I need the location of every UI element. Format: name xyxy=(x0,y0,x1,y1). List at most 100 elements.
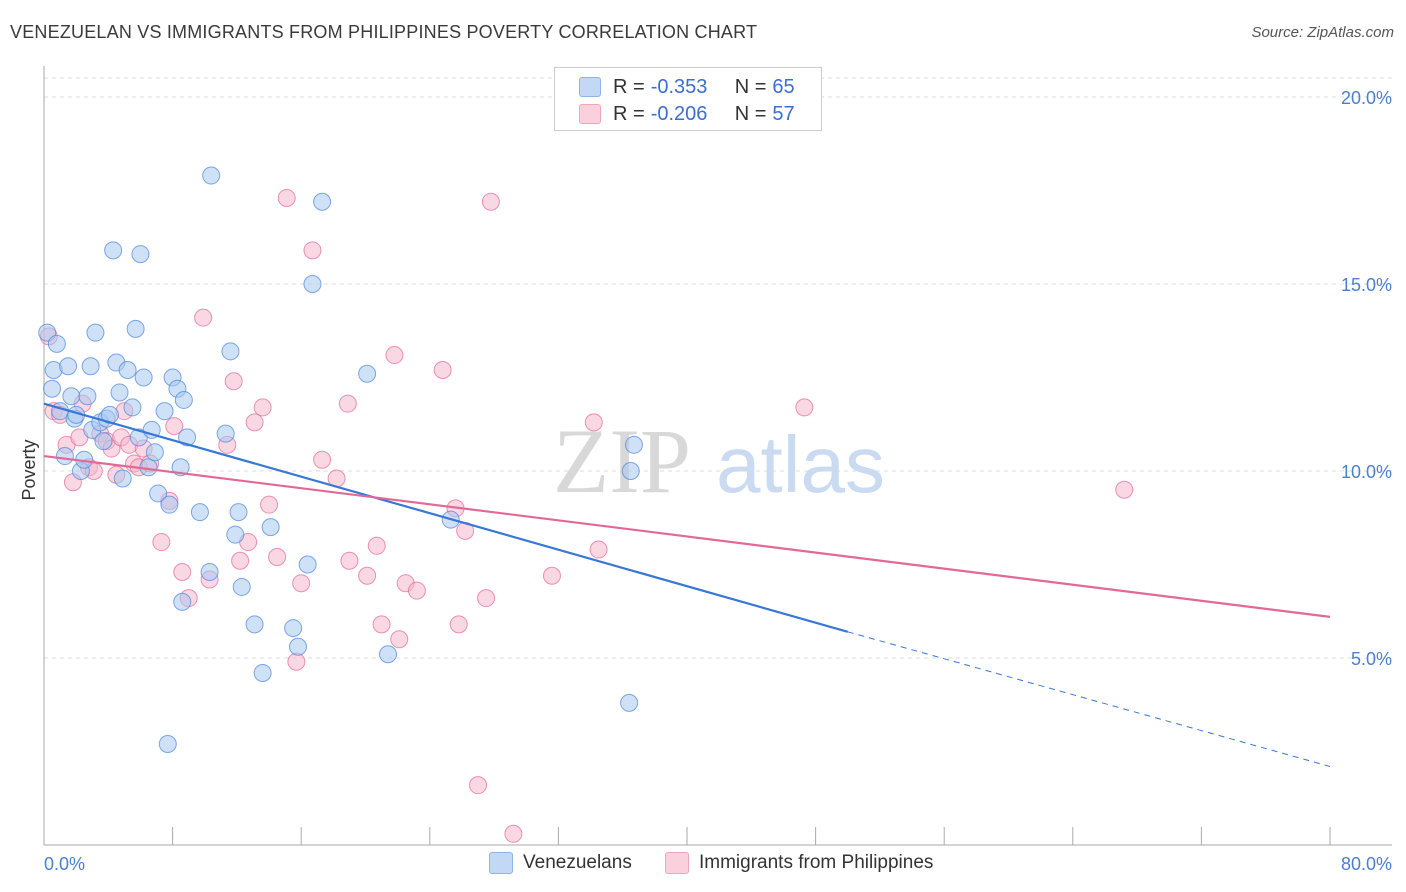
venezuelans-point xyxy=(123,398,142,417)
philippines-point xyxy=(340,551,359,570)
venezuelans-point xyxy=(134,368,153,387)
legend-swatch-pink xyxy=(665,852,689,874)
venezuelans-trend-line xyxy=(43,402,849,633)
philippines-point xyxy=(542,566,561,585)
venezuelans-point xyxy=(126,319,145,338)
series-venezuelans-points xyxy=(38,166,643,754)
source-label: Source: ZipAtlas.com xyxy=(1251,24,1394,41)
venezuelans-point xyxy=(303,275,322,293)
philippines-point xyxy=(390,630,409,649)
venezuelans-point xyxy=(253,663,272,682)
venezuelans-point xyxy=(190,503,209,522)
philippines-point xyxy=(367,536,386,555)
venezuelans-point xyxy=(298,555,317,574)
y-tick-label: 5.0% xyxy=(1351,649,1392,669)
philippines-point xyxy=(313,450,332,469)
philippines-point xyxy=(231,551,250,570)
legend-swatch-pink xyxy=(579,104,601,124)
philippines-point xyxy=(253,398,272,417)
venezuelans-point xyxy=(221,342,240,361)
philippines-point xyxy=(407,581,426,600)
venezuelans-point xyxy=(284,619,303,638)
legend-swatch-blue xyxy=(579,77,601,97)
philippines-point xyxy=(224,372,243,391)
philippines-point xyxy=(358,566,377,585)
trend-lines xyxy=(43,402,1331,767)
philippines-trend-line xyxy=(43,454,1331,618)
legend-n-value: 65 xyxy=(772,75,795,98)
venezuelans-point xyxy=(200,562,219,581)
philippines-point xyxy=(449,615,468,634)
legend-item-philippines[interactable]: Immigrants from Philippines xyxy=(665,852,933,874)
venezuelans-point xyxy=(624,435,643,454)
venezuelans-point xyxy=(229,503,248,522)
legend-label-philippines: Immigrants from Philippines xyxy=(699,852,934,873)
venezuelans-trend-extension xyxy=(847,631,1331,767)
venezuelans-point xyxy=(43,379,62,398)
venezuelans-point xyxy=(155,402,174,421)
philippines-point xyxy=(303,241,322,260)
legend-r-label: R = xyxy=(613,75,645,98)
venezuelans-point xyxy=(173,592,192,611)
venezuelans-point xyxy=(131,245,150,264)
venezuelans-point xyxy=(245,615,264,634)
venezuelans-point xyxy=(174,390,193,409)
legend-r-value: -0.353 xyxy=(650,75,708,98)
y-tick-label: 10.0% xyxy=(1341,462,1392,482)
philippines-point xyxy=(338,394,357,413)
legend-item-venezuelans[interactable]: Venezuelans xyxy=(489,852,632,874)
venezuelans-point xyxy=(261,518,280,537)
venezuelans-point xyxy=(55,447,74,466)
legend-label-venezuelans: Venezuelans xyxy=(523,852,632,873)
watermark-atlas: atlas xyxy=(716,420,885,509)
philippines-point xyxy=(260,495,279,514)
series-legend: Venezuelans Immigrants from Philippines xyxy=(0,852,1406,876)
philippines-point xyxy=(504,824,523,843)
legend-r-value: -0.206 xyxy=(650,102,708,125)
philippines-point xyxy=(277,188,296,207)
venezuelans-point xyxy=(145,443,164,462)
philippines-point xyxy=(795,398,814,417)
philippines-point xyxy=(481,192,500,211)
axes xyxy=(43,66,1392,846)
philippines-point xyxy=(469,776,488,795)
philippines-point xyxy=(152,533,171,552)
venezuelans-point xyxy=(160,495,179,514)
philippines-point xyxy=(245,413,264,432)
x-tick-label-max: 80.0% xyxy=(1341,854,1392,874)
philippines-point xyxy=(372,615,391,634)
venezuelans-point xyxy=(620,693,639,712)
y-tick-label: 15.0% xyxy=(1341,275,1392,295)
venezuelans-point xyxy=(621,462,640,480)
philippines-point xyxy=(194,308,213,327)
philippines-point xyxy=(165,417,184,436)
venezuelans-point xyxy=(216,424,235,443)
venezuelans-point xyxy=(178,428,197,447)
venezuelans-point xyxy=(288,637,307,656)
y-tick-labels: 5.0% 10.0% 15.0% 20.0% xyxy=(1341,88,1392,669)
legend-n-value: 57 xyxy=(772,102,795,125)
philippines-point xyxy=(268,548,287,567)
philippines-point xyxy=(385,346,404,365)
venezuelans-point xyxy=(59,357,78,376)
philippines-point xyxy=(287,652,306,671)
venezuelans-point xyxy=(232,577,251,596)
venezuelans-point xyxy=(110,383,129,402)
x-tick-label-min: 0.0% xyxy=(44,854,85,874)
venezuelans-point xyxy=(226,525,245,544)
legend-r-label: R = xyxy=(613,102,645,125)
philippines-point xyxy=(477,589,496,608)
venezuelans-point xyxy=(379,645,398,664)
legend-n-label: N = xyxy=(734,75,767,98)
venezuelans-point xyxy=(313,192,332,211)
philippines-point xyxy=(433,361,452,380)
legend-row-philippines: R = -0.206 N = 57 xyxy=(579,102,795,126)
venezuelans-point xyxy=(158,735,177,754)
venezuelans-point xyxy=(118,361,137,380)
venezuelans-point xyxy=(81,357,100,376)
philippines-point xyxy=(584,413,603,432)
venezuelans-point xyxy=(113,469,132,488)
watermark-zip: ZIP xyxy=(553,410,691,512)
legend-row-venezuelans: R = -0.353 N = 65 xyxy=(579,75,795,99)
